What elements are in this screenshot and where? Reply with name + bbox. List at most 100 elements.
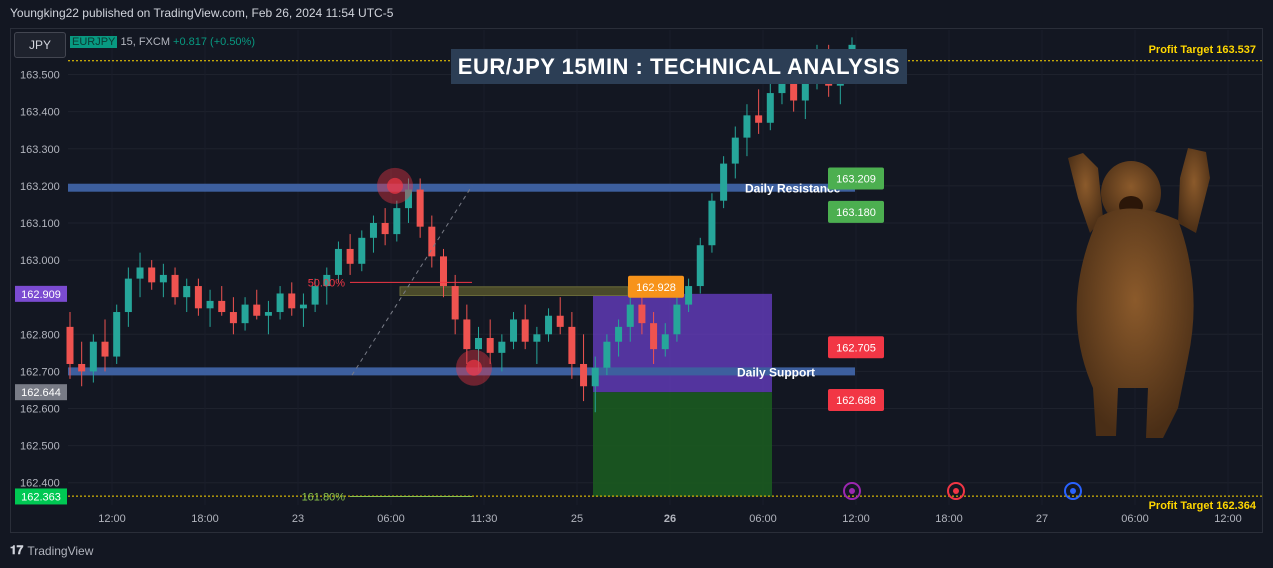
annotation-label: 162.928 bbox=[636, 282, 676, 294]
symbol-interval: 15, FXCM bbox=[120, 36, 170, 48]
annotation-box bbox=[828, 200, 884, 223]
candle bbox=[556, 315, 564, 327]
price-badge-label: 162.909 bbox=[21, 289, 61, 301]
candle bbox=[696, 245, 704, 287]
x-tick-label: 26 bbox=[664, 513, 676, 525]
x-tick-label: 11:30 bbox=[471, 513, 498, 525]
annotation-label: 162.688 bbox=[836, 395, 876, 407]
target-event-icon bbox=[947, 482, 965, 500]
flag-event-icon-dot bbox=[1070, 488, 1076, 494]
candle bbox=[755, 115, 763, 123]
annotation-box bbox=[828, 388, 884, 411]
candle bbox=[78, 363, 86, 372]
candle bbox=[346, 248, 354, 264]
fib-label: 50.00% bbox=[308, 277, 346, 289]
overlay: Daily Resistance Daily Support Profit Targ… bbox=[68, 44, 1262, 512]
candle bbox=[743, 115, 751, 138]
level-band bbox=[68, 367, 855, 376]
candle bbox=[451, 286, 459, 320]
candle bbox=[638, 304, 646, 324]
candle bbox=[708, 200, 716, 246]
y-tick-label: 162.800 bbox=[20, 329, 60, 341]
candle bbox=[720, 163, 728, 201]
candle bbox=[159, 274, 167, 283]
trend-line bbox=[351, 185, 473, 376]
y-axis: 163.500 163.400 163.300 163.200 163.100 163.0… bbox=[15, 70, 67, 505]
symbol-name[interactable]: EURJPY bbox=[70, 36, 118, 48]
candle bbox=[661, 334, 669, 350]
candle bbox=[311, 286, 319, 305]
x-tick-label: 12:00 bbox=[1214, 513, 1242, 525]
symbol-info: EURJPY 15, FXCM +0.817 (+0.50%) bbox=[70, 36, 255, 48]
candle bbox=[463, 319, 471, 350]
tradingview-logo-icon: 𝟏𝟕 bbox=[10, 543, 24, 557]
x-tick-label: 18:00 bbox=[935, 513, 963, 525]
candle bbox=[486, 338, 494, 353]
x-tick-label: 27 bbox=[1036, 513, 1048, 525]
candle bbox=[685, 286, 693, 305]
y-tick-label: 163.500 bbox=[20, 70, 60, 82]
x-tick-label: 06:00 bbox=[377, 513, 405, 525]
candle bbox=[124, 278, 132, 313]
price-badge-label: 162.363 bbox=[21, 491, 61, 503]
y-tick-label: 163.300 bbox=[20, 144, 60, 156]
lightning-event-icon-dot bbox=[849, 488, 855, 494]
y-tick-label: 162.500 bbox=[20, 441, 60, 453]
ticker-button[interactable]: JPY bbox=[14, 32, 66, 58]
support-touch-dot bbox=[466, 359, 482, 376]
y-tick-label: 163.200 bbox=[20, 181, 60, 193]
candle bbox=[299, 304, 307, 309]
candle bbox=[358, 237, 366, 264]
candle bbox=[510, 319, 518, 342]
symbol-change: +0.817 (+0.50%) bbox=[173, 36, 255, 48]
annotation-label: 163.209 bbox=[836, 173, 876, 185]
stop-zone bbox=[593, 293, 772, 393]
candle bbox=[113, 312, 121, 357]
candle bbox=[171, 274, 179, 298]
candle bbox=[323, 274, 331, 287]
candle bbox=[498, 341, 506, 353]
candle bbox=[229, 312, 237, 324]
x-tick-label: 06:00 bbox=[1121, 513, 1149, 525]
price-badge bbox=[15, 488, 67, 505]
candle bbox=[439, 256, 447, 287]
candle bbox=[183, 286, 191, 298]
level-label: Daily Resistance bbox=[745, 182, 841, 196]
profit-target-label: Profit Target 163.537 bbox=[1149, 44, 1256, 56]
price-badge bbox=[15, 384, 67, 401]
candle bbox=[615, 326, 623, 342]
x-tick-label: 06:00 bbox=[749, 513, 777, 525]
y-tick-label: 162.700 bbox=[20, 366, 60, 378]
target-zone bbox=[593, 392, 772, 497]
target-event-icon-dot bbox=[953, 488, 959, 494]
annotation-label: 162.705 bbox=[836, 342, 876, 354]
candle bbox=[626, 304, 634, 327]
candle bbox=[136, 267, 144, 279]
y-tick-label: 163.100 bbox=[20, 218, 60, 230]
candle bbox=[148, 267, 156, 283]
candle bbox=[603, 341, 611, 368]
level-label: Daily Support bbox=[737, 365, 815, 379]
publisher-line: Youngking22 published on TradingView.com… bbox=[10, 6, 394, 20]
annotation-box bbox=[828, 167, 884, 190]
candle bbox=[673, 304, 681, 335]
resistance-touch-dot bbox=[387, 177, 403, 194]
candle bbox=[276, 293, 284, 313]
candle bbox=[475, 338, 483, 350]
candle bbox=[731, 137, 739, 164]
y-tick-label: 163.000 bbox=[20, 255, 60, 267]
candle bbox=[334, 248, 342, 275]
price-badge bbox=[15, 285, 67, 302]
candle bbox=[766, 93, 774, 123]
y-tick-label: 162.600 bbox=[20, 404, 60, 416]
x-tick-label: 23 bbox=[292, 513, 304, 525]
flag-event-icon bbox=[1064, 482, 1082, 500]
level-band bbox=[68, 183, 855, 192]
candle bbox=[264, 312, 272, 316]
chart-frame bbox=[10, 28, 1263, 533]
profit-target-label: Profit Target 162.364 bbox=[1149, 500, 1257, 512]
lightning-event-icon bbox=[843, 482, 861, 500]
candle bbox=[568, 326, 576, 364]
candle bbox=[218, 300, 226, 313]
y-tick-label: 162.400 bbox=[20, 478, 60, 490]
